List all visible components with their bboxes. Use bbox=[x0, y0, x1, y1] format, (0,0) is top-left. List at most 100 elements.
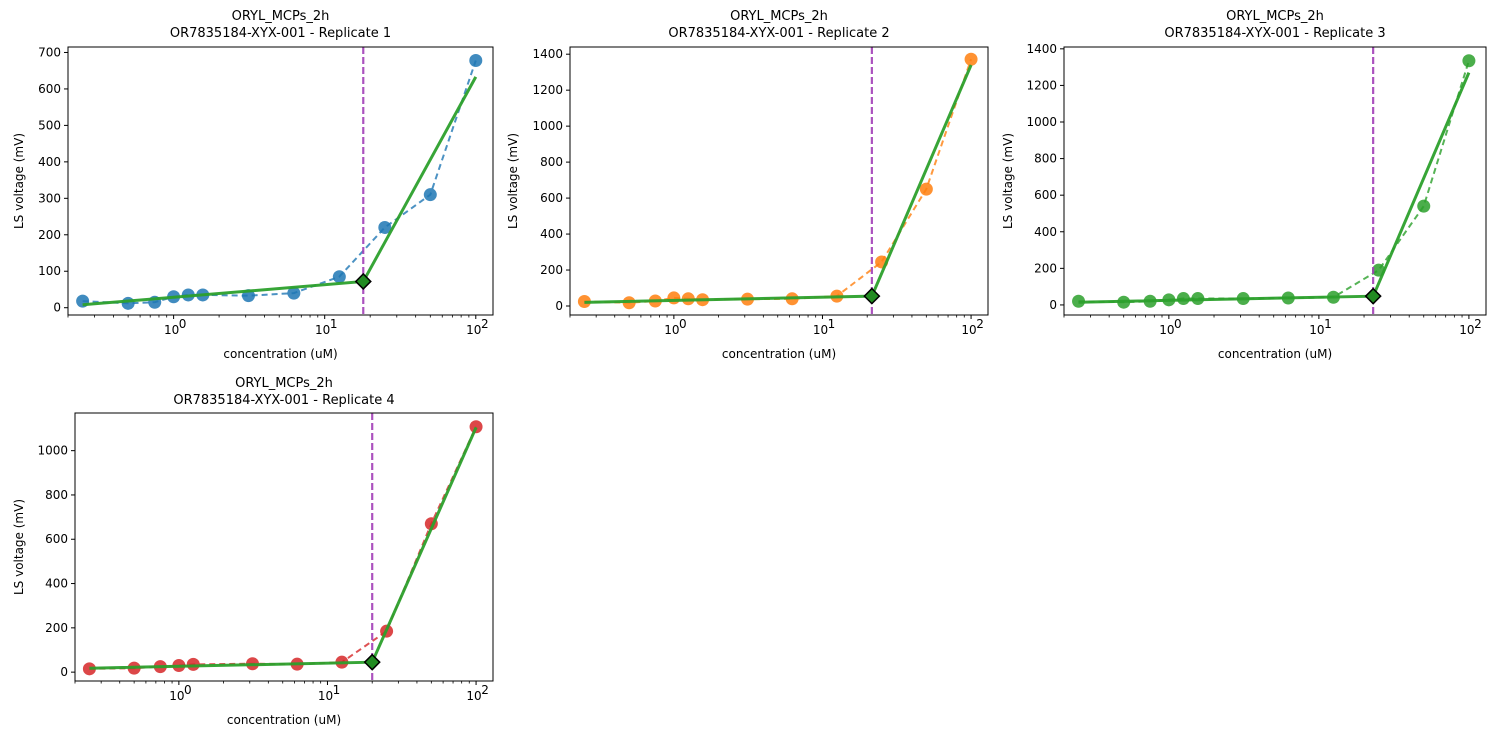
x-tick-label: 10 bbox=[1159, 323, 1174, 337]
data-point bbox=[1462, 54, 1476, 68]
y-tick-label: 0 bbox=[1049, 298, 1057, 312]
x-tick-label: 10 bbox=[164, 323, 179, 337]
x-tick-label-exponent: 2 bbox=[481, 683, 489, 697]
x-tick-label-exponent: 0 bbox=[1174, 317, 1182, 331]
y-tick-label: 200 bbox=[38, 228, 61, 242]
x-axis-label: concentration (uM) bbox=[223, 347, 337, 361]
y-tick-label: 400 bbox=[1034, 225, 1057, 239]
breakpoint-diamond-marker bbox=[863, 287, 881, 305]
plot-marks bbox=[1072, 47, 1476, 315]
plot-marks bbox=[82, 413, 483, 681]
chart-panel-1: ORYL_MCPs_2h OR7835184-XYX-001 - Replica… bbox=[12, 9, 494, 361]
x-axis-label: concentration (uM) bbox=[722, 347, 836, 361]
axes-frame bbox=[74, 412, 494, 682]
data-point bbox=[469, 53, 483, 67]
y-tick-label: 300 bbox=[38, 191, 61, 205]
data-point bbox=[82, 662, 96, 676]
chart-subtitle: OR7835184-XYX-001 - Replicate 4 bbox=[173, 393, 394, 408]
data-point bbox=[287, 286, 301, 300]
data-dashed-line bbox=[82, 60, 477, 305]
data-point bbox=[919, 182, 933, 196]
y-tick-label: 1200 bbox=[1026, 78, 1057, 92]
y-tick-label: 0 bbox=[53, 301, 61, 315]
x-tick-label-exponent: 1 bbox=[330, 317, 338, 331]
chart-title: ORYL_MCPs_2h bbox=[235, 376, 333, 391]
x-axis-label: concentration (uM) bbox=[227, 713, 341, 727]
x-tick-label: 10 bbox=[169, 689, 184, 703]
y-tick-label: 0 bbox=[60, 665, 68, 679]
x-tick-label-exponent: 2 bbox=[1474, 317, 1482, 331]
chart-title: ORYL_MCPs_2h bbox=[1226, 9, 1324, 24]
data-point bbox=[1176, 292, 1190, 306]
y-tick-label: 700 bbox=[38, 45, 61, 59]
y-tick-label: 1400 bbox=[1026, 42, 1057, 56]
y-tick-label: 600 bbox=[1034, 188, 1057, 202]
y-tick-label: 400 bbox=[45, 577, 68, 591]
data-point bbox=[423, 188, 437, 202]
plot-marks bbox=[76, 47, 483, 315]
y-tick-label: 400 bbox=[540, 227, 563, 241]
y-axis-label: LS voltage (mV) bbox=[12, 499, 26, 595]
data-point bbox=[469, 420, 483, 434]
x-tick-label-exponent: 1 bbox=[828, 317, 836, 331]
y-tick-label: 600 bbox=[38, 82, 61, 96]
chart-subtitle: OR7835184-XYX-001 - Replicate 3 bbox=[1164, 26, 1385, 41]
y-tick-label: 1000 bbox=[37, 444, 68, 458]
chart-panel-2: ORYL_MCPs_2h OR7835184-XYX-001 - Replica… bbox=[506, 9, 989, 361]
y-tick-label: 200 bbox=[45, 621, 68, 635]
axes-frame bbox=[569, 46, 989, 316]
x-tick-label: 10 bbox=[318, 689, 333, 703]
y-axis-label: LS voltage (mV) bbox=[506, 133, 520, 229]
chart-subtitle: OR7835184-XYX-001 - Replicate 1 bbox=[170, 26, 391, 41]
axes-frame bbox=[1063, 46, 1487, 316]
y-tick-label: 500 bbox=[38, 118, 61, 132]
y-tick-label: 800 bbox=[540, 155, 563, 169]
x-tick-label: 10 bbox=[315, 323, 330, 337]
x-axis-label: concentration (uM) bbox=[1218, 347, 1332, 361]
breakpoint-diamond-marker bbox=[354, 272, 372, 291]
y-tick-label: 400 bbox=[38, 155, 61, 169]
x-tick-label: 10 bbox=[1459, 323, 1474, 337]
x-tick-label: 10 bbox=[1309, 323, 1324, 337]
chart-title: ORYL_MCPs_2h bbox=[730, 9, 828, 24]
chart-subtitle: OR7835184-XYX-001 - Replicate 2 bbox=[668, 26, 889, 41]
axes-frame bbox=[67, 46, 494, 316]
x-tick-label-exponent: 2 bbox=[481, 317, 489, 331]
y-tick-label: 0 bbox=[555, 299, 563, 313]
data-point bbox=[964, 52, 978, 66]
x-tick-label-exponent: 1 bbox=[1324, 317, 1332, 331]
x-tick-label-exponent: 0 bbox=[179, 317, 187, 331]
data-point bbox=[332, 270, 346, 284]
x-tick-label-exponent: 0 bbox=[184, 683, 192, 697]
x-tick-label-exponent: 2 bbox=[976, 317, 984, 331]
x-tick-label-exponent: 0 bbox=[679, 317, 687, 331]
y-tick-label: 100 bbox=[38, 264, 61, 278]
y-tick-label: 1000 bbox=[532, 119, 563, 133]
y-tick-label: 600 bbox=[540, 191, 563, 205]
x-tick-label: 10 bbox=[664, 323, 679, 337]
x-tick-label-exponent: 1 bbox=[333, 683, 341, 697]
chart-title: ORYL_MCPs_2h bbox=[232, 9, 330, 24]
x-tick-label: 10 bbox=[466, 689, 481, 703]
breakpoint-diamond-marker bbox=[1364, 287, 1382, 305]
y-axis-label: LS voltage (mV) bbox=[12, 133, 26, 229]
breakpoint-diamond-marker bbox=[363, 653, 381, 671]
data-point bbox=[378, 220, 392, 234]
y-tick-label: 1000 bbox=[1026, 115, 1057, 129]
y-tick-label: 1200 bbox=[532, 83, 563, 97]
y-axis-label: LS voltage (mV) bbox=[1001, 133, 1015, 229]
y-tick-label: 600 bbox=[45, 532, 68, 546]
x-tick-label: 10 bbox=[961, 323, 976, 337]
x-tick-label: 10 bbox=[466, 323, 481, 337]
y-tick-label: 200 bbox=[540, 263, 563, 277]
y-tick-label: 800 bbox=[45, 488, 68, 502]
chart-panel-4: ORYL_MCPs_2h OR7835184-XYX-001 - Replica… bbox=[12, 376, 494, 727]
x-tick-label: 10 bbox=[813, 323, 828, 337]
data-point bbox=[667, 291, 681, 305]
data-point bbox=[186, 657, 200, 671]
